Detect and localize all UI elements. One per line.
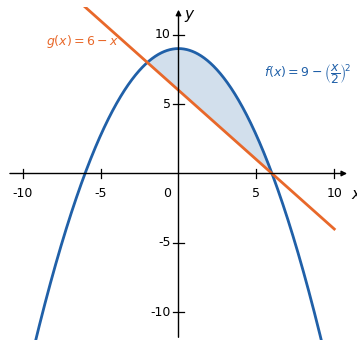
Text: $g(x) = 6 - x$: $g(x) = 6 - x$ [46, 33, 119, 50]
Text: x: x [351, 187, 357, 202]
Text: $f(x) = 9 - \left(\dfrac{x}{2}\right)^{\!2}$: $f(x) = 9 - \left(\dfrac{x}{2}\right)^{\… [264, 62, 351, 85]
Text: 10: 10 [155, 28, 171, 41]
Text: 5: 5 [163, 98, 171, 111]
Text: y: y [185, 7, 194, 22]
Text: -5: -5 [94, 187, 107, 200]
Text: 10: 10 [326, 187, 342, 200]
Text: -10: -10 [12, 187, 33, 200]
Text: -10: -10 [150, 306, 171, 319]
Text: 0: 0 [163, 187, 171, 200]
Text: 5: 5 [252, 187, 260, 200]
Text: -5: -5 [158, 236, 171, 249]
